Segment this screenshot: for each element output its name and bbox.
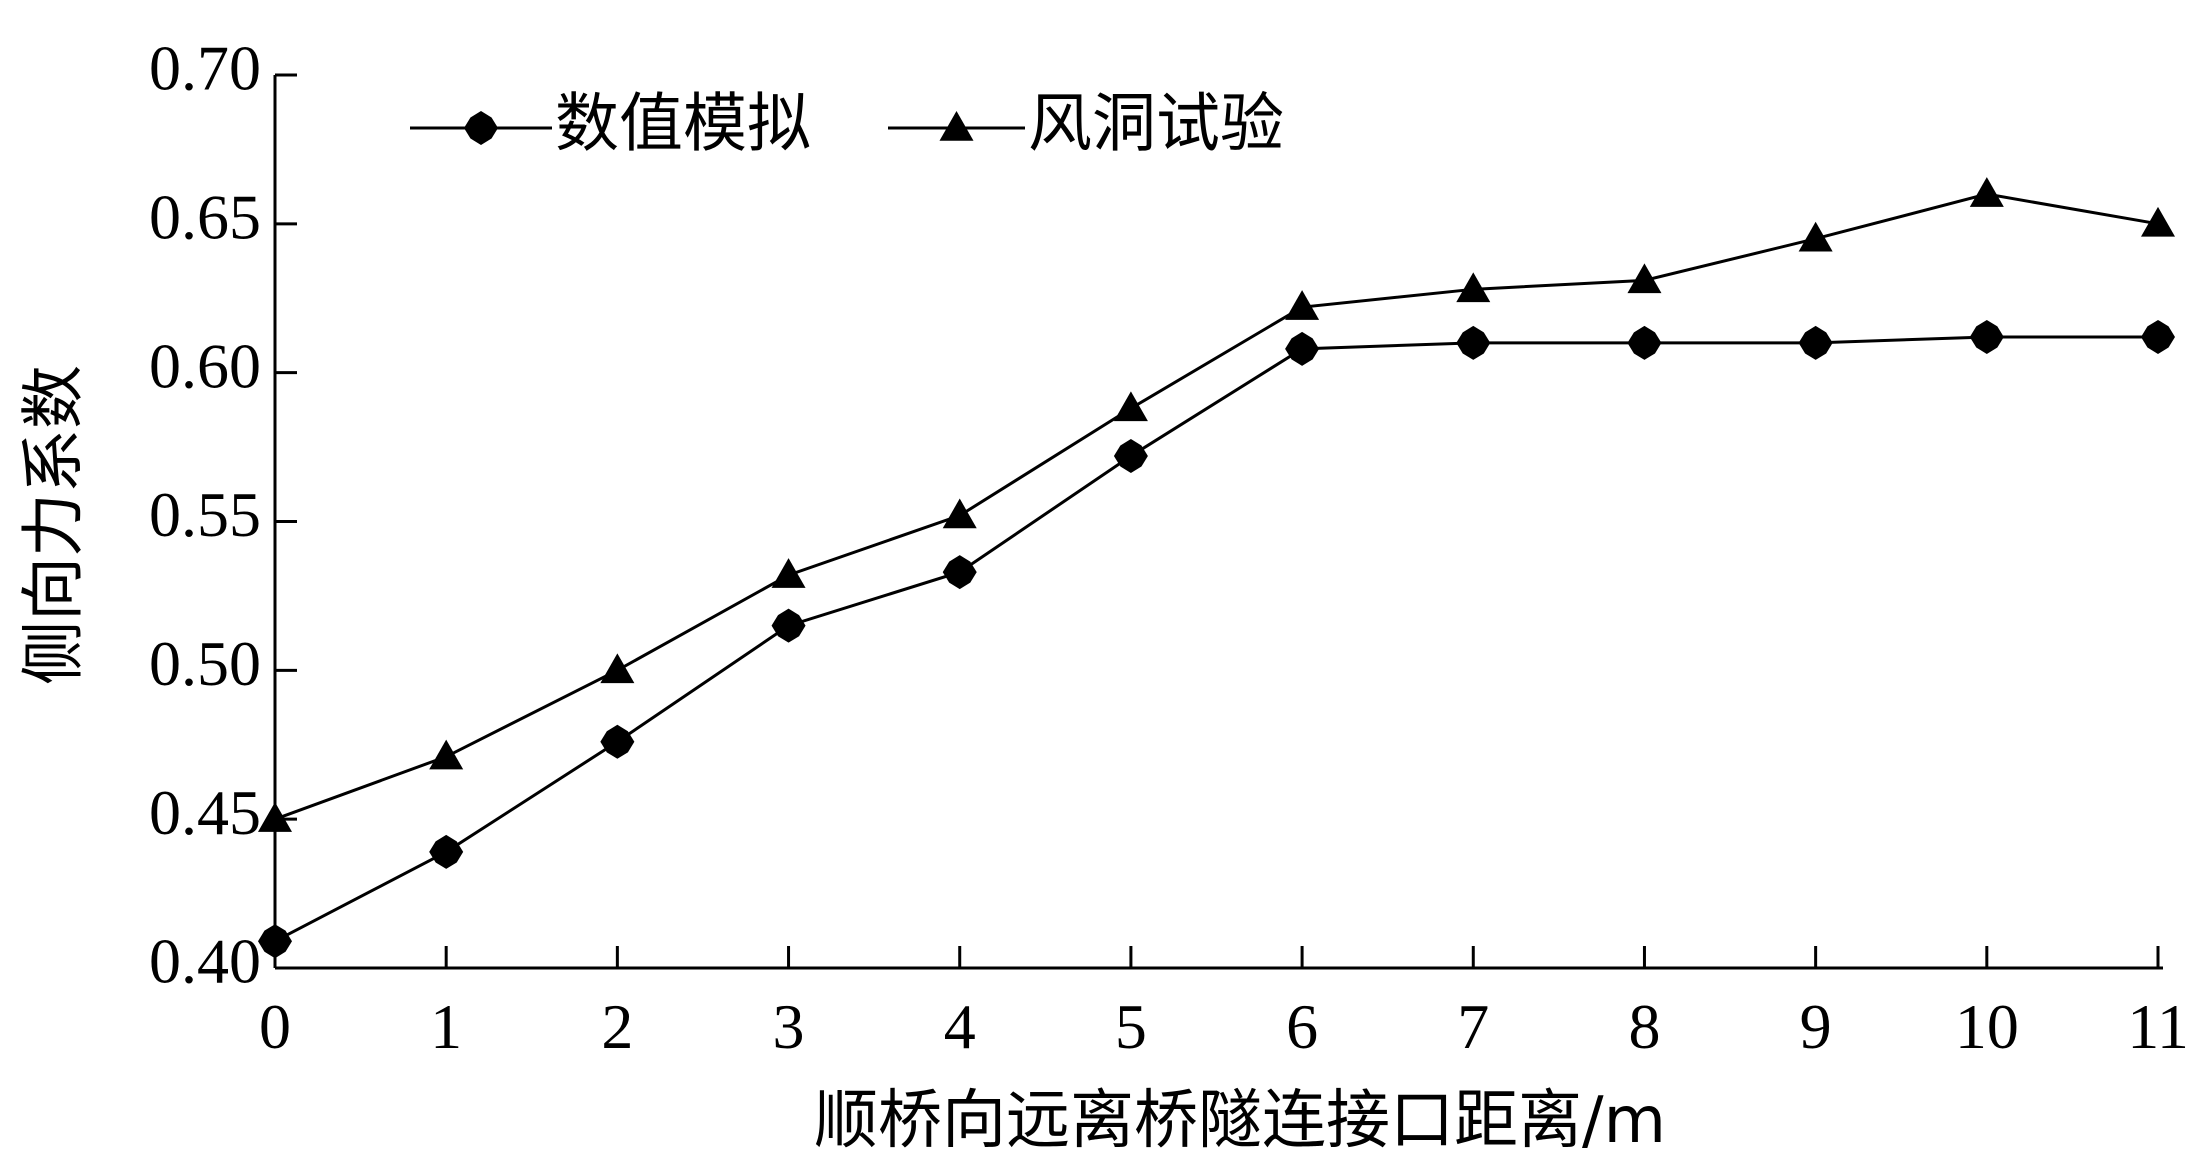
x-tick-label: 3 xyxy=(773,991,805,1062)
data-point-triangle xyxy=(942,498,977,529)
y-tick-label: 0.45 xyxy=(149,777,261,848)
data-point-diamond xyxy=(942,555,977,590)
x-ticks: 0 1 2 3 4 5 6 7 8 9 10 11 xyxy=(259,946,2189,1062)
data-point-diamond xyxy=(1798,325,1833,360)
data-point-diamond xyxy=(258,924,292,959)
data-point-triangle xyxy=(258,802,292,832)
data-point-triangle xyxy=(429,739,464,770)
data-point-triangle xyxy=(771,558,806,588)
data-point-triangle xyxy=(1798,221,1833,252)
legend-label: 数值模拟 xyxy=(555,88,811,162)
y-tick-label: 0.55 xyxy=(149,479,261,550)
y-tick-label: 0.70 xyxy=(149,33,261,104)
data-point-diamond xyxy=(1969,319,2004,354)
x-axis-title: 顺桥向远离桥隧连接口距离/m xyxy=(814,1084,1666,1158)
x-tick-label: 0 xyxy=(259,991,291,1062)
y-tick-label: 0.50 xyxy=(149,628,261,699)
x-tick-label: 2 xyxy=(601,991,633,1062)
x-tick-label: 8 xyxy=(1628,991,1660,1062)
y-tick-label: 0.65 xyxy=(149,182,261,253)
legend-label: 风洞试验 xyxy=(1028,88,1284,162)
data-point-triangle xyxy=(2141,206,2175,237)
series-line xyxy=(274,192,2159,821)
legend-marker xyxy=(464,111,498,145)
legend-item-1: 数值模拟 xyxy=(410,88,811,162)
legend-item-2: 风洞试验 xyxy=(888,88,1284,162)
data-point-diamond xyxy=(1456,325,1491,360)
series-layer xyxy=(258,177,2175,959)
data-point-triangle xyxy=(1627,263,1662,294)
x-tick-label: 4 xyxy=(944,991,976,1062)
series-2 xyxy=(258,177,2175,832)
y-tick-label: 0.60 xyxy=(149,330,261,401)
x-tick-label: 10 xyxy=(1955,991,2019,1062)
data-point-triangle xyxy=(1285,290,1320,320)
y-tick-label: 0.40 xyxy=(149,926,261,997)
data-point-diamond xyxy=(1285,331,1320,366)
data-point-triangle xyxy=(1456,272,1491,303)
y-axis-title: 侧向力系数 xyxy=(18,365,92,685)
series-line xyxy=(274,335,2158,943)
data-point-diamond xyxy=(2141,319,2175,354)
x-tick-label: 9 xyxy=(1800,991,1832,1062)
data-point-diamond xyxy=(429,834,464,869)
legend-marker xyxy=(939,111,974,141)
data-point-diamond xyxy=(600,724,635,759)
x-tick-label: 11 xyxy=(2127,991,2189,1062)
x-tick-label: 6 xyxy=(1286,991,1318,1062)
x-tick-label: 7 xyxy=(1457,991,1489,1062)
x-tick-label: 1 xyxy=(430,991,462,1062)
data-point-triangle xyxy=(1113,391,1148,422)
data-point-triangle xyxy=(1969,177,2004,207)
series-1 xyxy=(258,319,2175,959)
data-point-diamond xyxy=(1113,439,1148,474)
data-point-diamond xyxy=(771,608,806,643)
y-ticks: 0.40 0.45 0.50 0.55 0.60 0.65 0.70 xyxy=(149,33,297,997)
data-point-triangle xyxy=(600,653,635,684)
data-point-diamond xyxy=(1627,325,1662,360)
legend: 数值模拟 风洞试验 xyxy=(410,88,1284,162)
axes xyxy=(273,75,2163,970)
x-tick-label: 5 xyxy=(1115,991,1147,1062)
